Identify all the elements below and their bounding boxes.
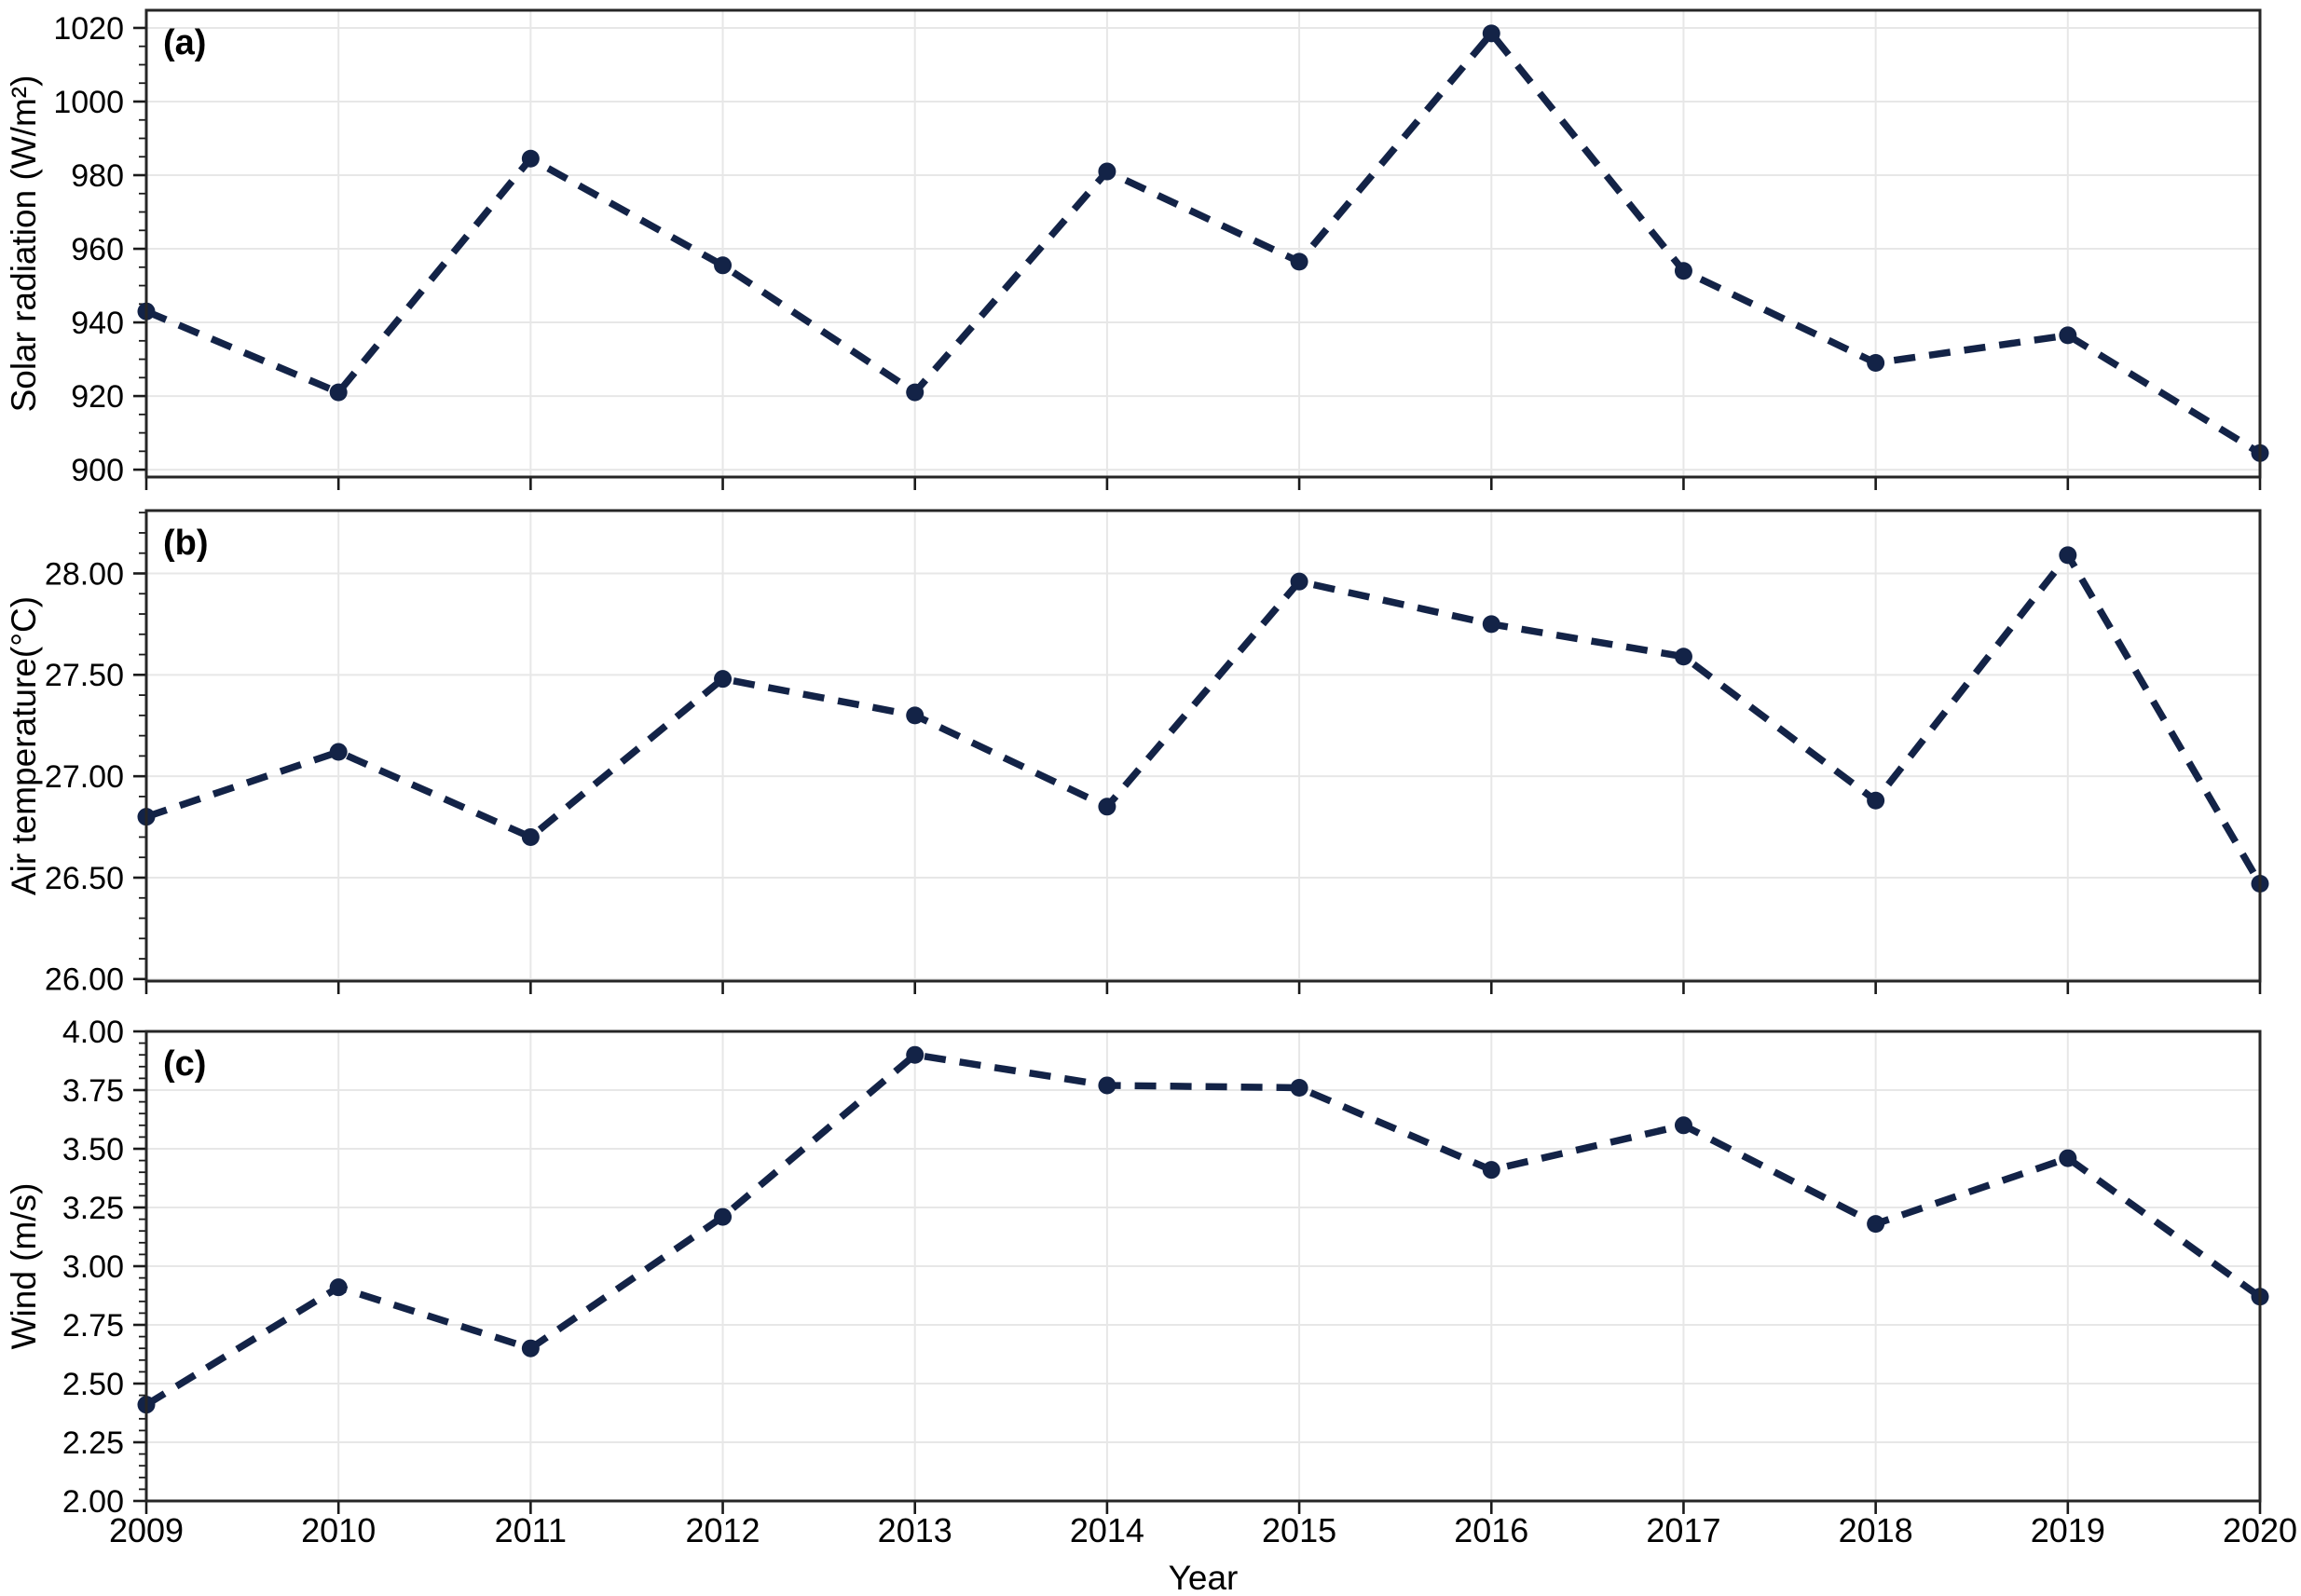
- y-tick-label: 2.25: [62, 1425, 124, 1461]
- y-tick-label: 26.50: [45, 861, 124, 896]
- data-point-2014: [1098, 798, 1116, 816]
- panel-border: [144, 1030, 2262, 1503]
- y-tick-label: 940: [71, 306, 124, 341]
- y-tick-label: 26.00: [45, 962, 124, 998]
- y-tick-label: 1000: [53, 85, 124, 120]
- data-point-2015: [1290, 1078, 1308, 1097]
- data-point-2011: [521, 1339, 540, 1357]
- x-tick-label: 2012: [685, 1511, 760, 1549]
- y-tick-label: 1020: [53, 11, 124, 47]
- panel-c: 2.00 2.25 2.50 2.75 3.00 3.25 3.50 3.75 4.00 (c) W…: [5, 1015, 2297, 1596]
- data-point-2011: [521, 827, 540, 846]
- panel-border: [144, 509, 2262, 983]
- x-tick-label: 2018: [1839, 1511, 1913, 1549]
- x-tick-label: 2016: [1454, 1511, 1528, 1549]
- data-point-2014: [1098, 162, 1116, 181]
- y-axis-label: Air temperature(°C): [5, 596, 43, 895]
- panel-a: 900 920 940 960 980 1000 1020 (a) Solar radiatio…: [5, 8, 2269, 490]
- data-point-2014: [1098, 1076, 1116, 1095]
- x-tick-label: 2014: [1070, 1511, 1144, 1549]
- y-tick-label: 4.00: [62, 1015, 124, 1050]
- data-point-2010: [329, 743, 348, 761]
- y-axis-label: Solar radiation (W/m²): [5, 75, 43, 413]
- y-tick-label: 960: [71, 232, 124, 267]
- y-tick-label: 920: [71, 379, 124, 415]
- data-point-2016: [1482, 24, 1500, 43]
- y-tick-label: 2.75: [62, 1308, 124, 1344]
- data-line: [144, 30, 2262, 457]
- data-point-2015: [1290, 252, 1308, 271]
- data-point-2018: [1867, 1215, 1885, 1234]
- data-point-2018: [1867, 791, 1885, 810]
- data-point-2012: [714, 670, 733, 689]
- panel-b: 26.00 26.50 27.00 27.50 28.00 (b) Air temperat…: [5, 509, 2269, 998]
- y-tick-label: 3.75: [62, 1073, 124, 1109]
- x-tick-label: 2009: [109, 1511, 184, 1549]
- y-tick-label: 3.00: [62, 1249, 124, 1285]
- data-line: [144, 552, 2264, 886]
- x-tick-label: 2013: [878, 1511, 952, 1549]
- data-point-2010: [329, 1278, 348, 1297]
- data-point-2017: [1674, 1116, 1692, 1135]
- x-tick-label: 2019: [2031, 1511, 2105, 1549]
- x-tick-label: 2011: [495, 1511, 567, 1549]
- data-point-2017: [1674, 262, 1692, 280]
- x-axis-label: Year: [1169, 1559, 1239, 1596]
- y-tick-label: 28.00: [45, 556, 124, 592]
- x-tick-label: 2010: [301, 1511, 376, 1549]
- y-tick-label: 2.50: [62, 1367, 124, 1402]
- data-point-2016: [1482, 615, 1500, 634]
- data-point-2017: [1674, 648, 1692, 666]
- data-point-2013: [906, 1045, 925, 1064]
- panel-border: [144, 8, 2262, 479]
- y-tick-label: 27.00: [45, 759, 124, 795]
- x-tick-label: 2020: [2223, 1511, 2297, 1549]
- data-point-2019: [2059, 326, 2077, 345]
- data-point-2010: [329, 383, 348, 402]
- panel-letter: (c): [163, 1044, 206, 1084]
- panel-letter: (b): [163, 524, 209, 563]
- y-tick-label: 980: [71, 158, 124, 194]
- panel-letter: (a): [163, 23, 206, 62]
- data-point-2015: [1290, 572, 1308, 591]
- x-tick-label: 2017: [1646, 1511, 1720, 1549]
- y-tick-label: 3.50: [62, 1132, 124, 1167]
- data-point-2019: [2059, 1149, 2077, 1167]
- x-tick-label: 2015: [1262, 1511, 1336, 1549]
- data-point-2012: [714, 256, 733, 275]
- y-tick-label: 3.25: [62, 1191, 124, 1226]
- y-axis-label: Wind (m/s): [5, 1183, 43, 1350]
- y-tick-label: 900: [71, 453, 124, 488]
- y-tick-label: 2.00: [62, 1484, 124, 1520]
- data-point-2013: [906, 383, 925, 402]
- data-point-2013: [906, 706, 925, 725]
- y-tick-label: 27.50: [45, 658, 124, 693]
- data-point-2019: [2059, 546, 2077, 565]
- data-line: [144, 1051, 2263, 1408]
- data-point-2011: [521, 149, 540, 168]
- data-point-2016: [1482, 1161, 1500, 1180]
- data-point-2012: [714, 1207, 733, 1226]
- data-point-2018: [1867, 354, 1885, 373]
